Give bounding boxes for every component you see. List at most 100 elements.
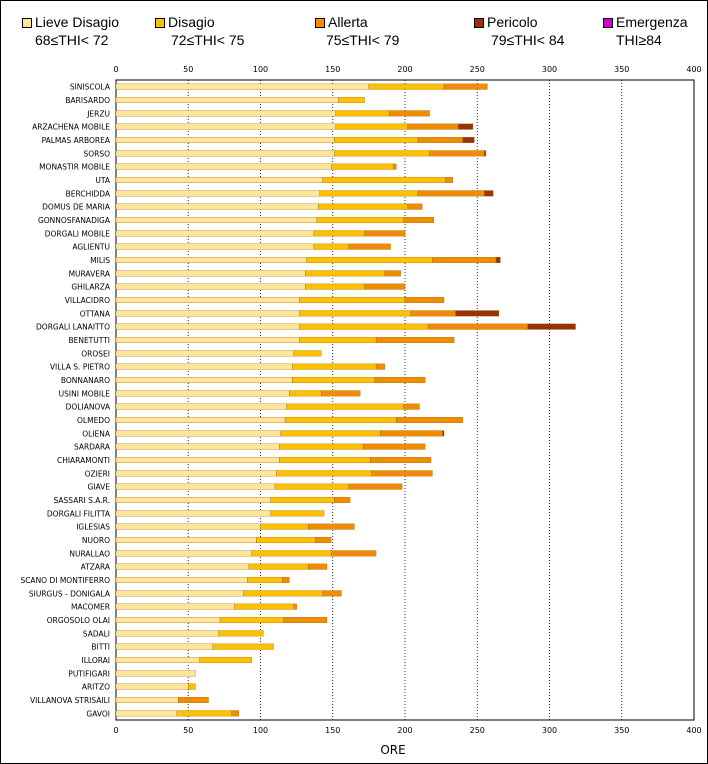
bar-segment-lieve-disagio (115, 150, 335, 157)
category-label: PUTIFIGARI (68, 669, 110, 678)
bar-segment-disagio (247, 577, 283, 583)
bar-segment-disagio (335, 123, 409, 130)
bar-segment-disagio (188, 683, 196, 690)
bar-segment-disagio (279, 443, 364, 450)
category-label: JERZU (86, 109, 110, 118)
bar-segment-disagio (280, 430, 381, 437)
bar-segment-lieve-disagio (115, 577, 248, 583)
bar-segment-lieve-disagio (115, 470, 277, 477)
bar-segment-allerta (417, 190, 485, 197)
bar-segment-lieve-disagio (115, 310, 300, 317)
bar-segment-allerta (308, 563, 328, 570)
bar-segment-disagio (316, 217, 404, 223)
legend-range-disagio: 72≤THI< 75 (171, 32, 245, 48)
bar-segment-allerta (410, 310, 456, 317)
bar-segment-disagio (286, 403, 404, 410)
legend-label-lieve-disagio: Lieve Disagio (35, 14, 120, 30)
bar-segment-lieve-disagio (115, 243, 315, 250)
category-label: ILLORAI (82, 656, 110, 665)
category-label: AGLIENTU (72, 243, 110, 252)
bar-segment-disagio (305, 283, 365, 290)
category-label: CHIARAMONTI (57, 456, 110, 465)
bar-segment-allerta (396, 417, 463, 423)
category-label: SADALI (83, 629, 110, 638)
legend-range-allerta: 75≤THI< 79 (326, 32, 400, 48)
bar-segment-disagio (338, 97, 365, 103)
category-label: IGLESIAS (76, 523, 110, 532)
bar-segment-allerta (388, 110, 430, 117)
bar-segment-allerta (374, 377, 426, 383)
legend-swatch-allerta (315, 18, 325, 28)
bar-segment-pericolo (458, 123, 474, 130)
bar-segment-allerta (322, 590, 342, 597)
category-label: NUORO (82, 536, 110, 545)
bar-segment-lieve-disagio (115, 97, 339, 103)
bar-segment-allerta (283, 617, 328, 623)
bar-segment-lieve-disagio (115, 630, 219, 637)
bar-segment-disagio (331, 163, 394, 170)
category-label: GIAVE (87, 483, 110, 492)
category-label: SORSO (83, 149, 110, 158)
bar-segment-lieve-disagio (115, 443, 280, 450)
bar-segment-allerta (370, 457, 432, 463)
bar-segment-pericolo (484, 190, 494, 197)
category-label: VILLACIDRO (65, 296, 110, 305)
bar-segment-disagio (299, 310, 411, 317)
category-label: BENETUTTI (68, 336, 110, 345)
bar-segment-lieve-disagio (115, 163, 332, 170)
category-label: OLMEDO (77, 416, 110, 425)
bar-segment-disagio (218, 630, 264, 637)
bar-segment-disagio (270, 497, 335, 503)
bar-segment-disagio (334, 150, 430, 157)
bar-segment-allerta (393, 163, 397, 170)
bar-segment-lieve-disagio (115, 390, 290, 397)
category-label: BONNANARO (61, 376, 110, 385)
bar-segment-pericolo (527, 323, 576, 330)
x-tick-label-bottom: 50 (183, 726, 193, 735)
bar-segment-disagio (243, 590, 323, 597)
bar-segment-disagio (318, 203, 409, 210)
bar-segment-allerta (443, 83, 488, 90)
bar-segment-pericolo (442, 430, 445, 437)
bar-segment-allerta (331, 550, 377, 557)
bar-segment-lieve-disagio (115, 510, 271, 517)
bar-segment-lieve-disagio (115, 483, 276, 490)
category-label: DORGALI MOBILE (45, 229, 111, 238)
bar-segment-lieve-disagio (115, 257, 307, 263)
bar-segment-disagio (284, 417, 397, 423)
bar-segment-lieve-disagio (115, 110, 336, 117)
bar-segment-disagio (270, 510, 325, 517)
bar-segment-pericolo (495, 257, 501, 263)
bar-segment-lieve-disagio (115, 377, 293, 383)
bar-segment-disagio (313, 243, 349, 250)
category-label: OTTANA (80, 309, 111, 318)
bar-segment-pericolo (484, 150, 487, 157)
bar-segment-lieve-disagio (115, 523, 261, 530)
category-label: SCANO DI MONTIFERRO (20, 576, 110, 585)
x-tick-label-top: 350 (614, 65, 629, 74)
category-label: USINI MOBILE (59, 389, 111, 398)
bar-segment-lieve-disagio (115, 710, 177, 717)
bar-segment-allerta (348, 483, 403, 490)
x-tick-label-bottom: 350 (614, 726, 629, 735)
category-label: DOMUS DE MARIA (42, 203, 111, 212)
bar-segment-pericolo (462, 137, 475, 143)
bar-segment-disagio (176, 710, 232, 717)
category-label: DORGALI FILITTA (47, 509, 111, 518)
bar-segment-disagio (274, 483, 349, 490)
legend-range-emergenza: THI≥84 (616, 32, 662, 48)
legend-range-pericolo: 79≤THI< 84 (491, 32, 565, 48)
legend-label-disagio: Disagio (168, 14, 215, 30)
category-label: DORGALI LANAITTO (36, 323, 110, 332)
bar-segment-allerta (321, 390, 361, 397)
bar-segment-allerta (231, 710, 239, 717)
bar-segment-lieve-disagio (115, 83, 370, 90)
category-label: BERCHIDDA (66, 189, 111, 198)
x-tick-label-bottom: 200 (397, 726, 412, 735)
bar-segment-lieve-disagio (115, 550, 252, 557)
category-label: ARITZO (82, 683, 110, 692)
bar-segment-disagio (251, 550, 332, 557)
category-label: ORGOSOLO OLAI (47, 616, 110, 625)
bar-segment-allerta (445, 177, 453, 183)
legend-swatch-pericolo (474, 18, 484, 28)
